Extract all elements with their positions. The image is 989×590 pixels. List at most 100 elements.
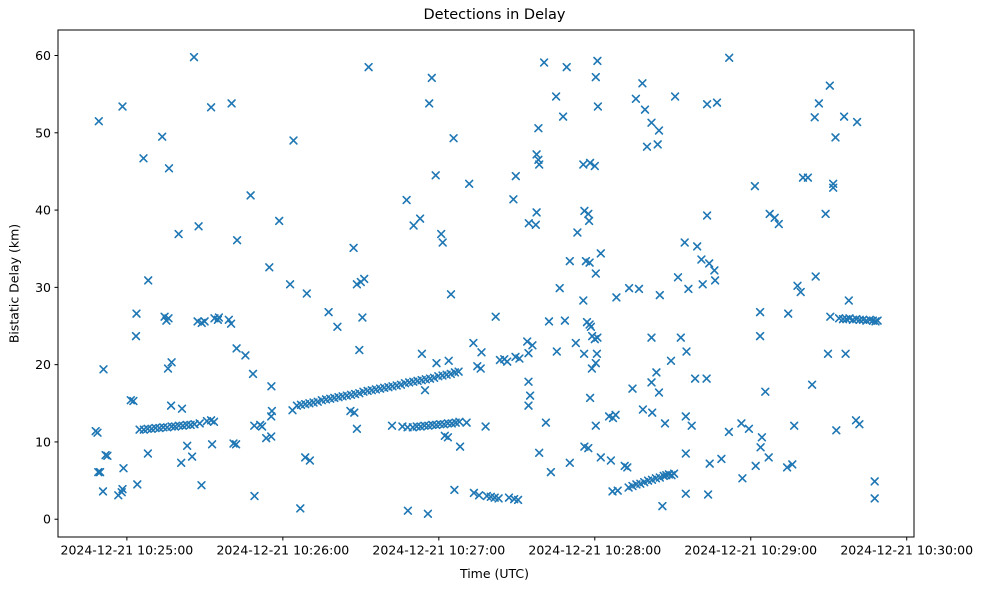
data-point-marker bbox=[531, 220, 540, 229]
data-point-marker bbox=[229, 439, 238, 448]
data-point-marker bbox=[612, 293, 621, 302]
data-point-marker bbox=[788, 460, 797, 469]
data-point-marker bbox=[206, 103, 216, 112]
data-point-marker bbox=[807, 380, 817, 389]
data-point-marker bbox=[358, 313, 367, 322]
data-point-marker bbox=[513, 495, 523, 505]
y-tick-label: 40 bbox=[35, 203, 51, 218]
data-point-marker bbox=[144, 276, 153, 285]
data-point-marker bbox=[628, 384, 637, 393]
data-point-marker bbox=[469, 488, 479, 498]
data-point-marker bbox=[755, 307, 765, 317]
data-point-marker bbox=[126, 396, 135, 405]
data-point-marker bbox=[524, 219, 533, 228]
data-point-marker bbox=[139, 154, 148, 163]
data-point-marker bbox=[267, 406, 277, 416]
data-point-marker bbox=[420, 386, 430, 395]
data-point-marker bbox=[423, 509, 433, 518]
data-point-marker bbox=[352, 424, 362, 433]
data-point-marker bbox=[738, 474, 747, 483]
data-point-marker bbox=[631, 94, 641, 103]
data-point-marker bbox=[174, 229, 183, 239]
data-point-marker bbox=[167, 422, 176, 431]
data-point-marker bbox=[647, 378, 656, 387]
data-point-marker bbox=[796, 287, 805, 297]
data-point-marker bbox=[231, 440, 241, 449]
data-point-marker bbox=[431, 171, 440, 180]
data-point-marker bbox=[213, 315, 223, 324]
data-point-marker bbox=[680, 238, 689, 247]
data-point-marker bbox=[164, 164, 174, 173]
data-point-marker bbox=[535, 448, 544, 457]
data-point-marker bbox=[285, 280, 295, 289]
data-point-marker bbox=[761, 387, 770, 396]
data-point-marker bbox=[267, 382, 276, 391]
data-point-marker bbox=[579, 349, 589, 358]
data-point-marker bbox=[803, 173, 813, 182]
data-point-marker bbox=[654, 388, 664, 397]
data-point-marker bbox=[821, 209, 830, 219]
y-tick-label: 60 bbox=[35, 48, 51, 63]
data-point-marker bbox=[541, 418, 551, 427]
data-point-marker bbox=[705, 259, 714, 268]
data-point-marker bbox=[774, 219, 783, 229]
data-point-marker bbox=[524, 401, 533, 410]
data-point-marker bbox=[826, 312, 835, 321]
data-point-marker bbox=[241, 351, 250, 360]
axes-frame bbox=[57, 29, 915, 538]
data-point-marker bbox=[591, 421, 600, 430]
data-point-marker bbox=[676, 333, 685, 342]
data-point-marker bbox=[756, 443, 765, 452]
data-point-marker bbox=[841, 349, 850, 358]
data-point-marker bbox=[350, 408, 359, 417]
data-point-marker bbox=[623, 463, 632, 472]
data-point-marker bbox=[702, 211, 712, 220]
data-point-marker bbox=[214, 313, 224, 322]
data-point-marker bbox=[697, 255, 706, 264]
data-point-marker bbox=[652, 368, 661, 377]
data-point-marker bbox=[301, 453, 310, 462]
data-point-marker bbox=[571, 338, 580, 348]
data-point-marker bbox=[705, 459, 714, 468]
data-point-marker bbox=[227, 99, 236, 108]
data-point-marker bbox=[755, 331, 765, 341]
data-point-marker bbox=[355, 345, 364, 355]
data-point-marker bbox=[455, 417, 464, 426]
data-point-marker bbox=[98, 487, 108, 496]
data-point-marker bbox=[634, 284, 644, 294]
data-point-marker bbox=[585, 158, 595, 168]
data-point-marker bbox=[560, 316, 570, 325]
data-point-marker bbox=[654, 126, 664, 135]
data-point-marker bbox=[666, 356, 676, 365]
data-point-marker bbox=[494, 494, 503, 503]
data-point-marker bbox=[524, 348, 533, 358]
data-point-marker bbox=[653, 140, 662, 149]
data-point-marker bbox=[450, 485, 459, 495]
data-point-marker bbox=[624, 283, 634, 293]
data-point-marker bbox=[455, 442, 465, 451]
data-point-marker bbox=[417, 349, 427, 358]
data-point-marker bbox=[793, 281, 802, 290]
data-point-marker bbox=[681, 412, 690, 421]
chart-title: Detections in Delay bbox=[423, 7, 566, 23]
data-point-marker bbox=[590, 161, 599, 171]
data-point-marker bbox=[606, 456, 616, 465]
data-point-marker bbox=[289, 136, 298, 145]
data-point-marker bbox=[829, 183, 838, 192]
data-point-marker bbox=[524, 377, 533, 386]
data-point-marker bbox=[195, 419, 204, 428]
data-point-marker bbox=[528, 341, 537, 350]
data-point-marker bbox=[409, 221, 418, 230]
x-tick-label: 2024-12-21 10:30:00 bbox=[840, 543, 973, 558]
data-point-marker bbox=[94, 117, 103, 126]
data-point-marker bbox=[585, 393, 595, 403]
data-point-marker bbox=[446, 290, 456, 299]
data-point-marker bbox=[684, 284, 693, 294]
data-point-marker bbox=[638, 79, 647, 88]
data-point-marker bbox=[99, 365, 108, 374]
data-point-marker bbox=[491, 312, 500, 321]
data-point-marker bbox=[511, 171, 520, 181]
data-point-marker bbox=[429, 373, 439, 382]
data-point-marker bbox=[93, 428, 102, 437]
data-point-marker bbox=[425, 99, 434, 108]
